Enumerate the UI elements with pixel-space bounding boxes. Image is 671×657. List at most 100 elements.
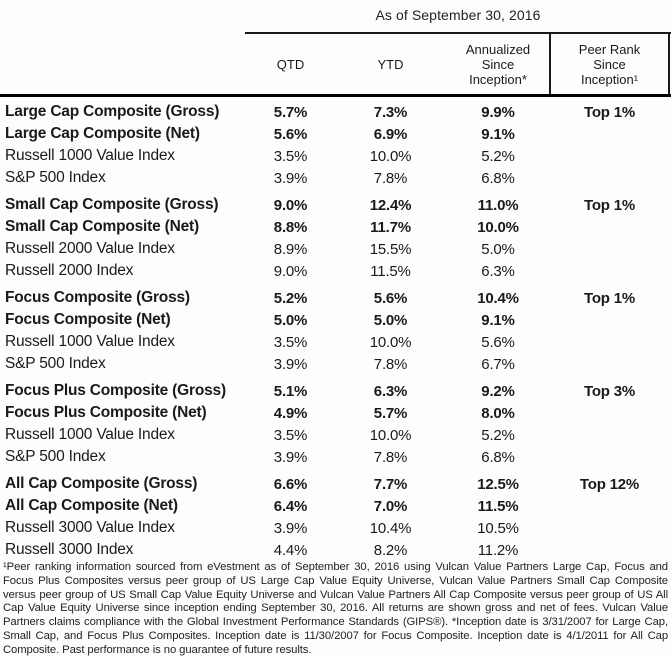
table-row: Small Cap Composite (Gross) 9.0% 12.4% 11.0… (0, 194, 671, 216)
ytd-value: 7.8% (373, 355, 408, 373)
row-label: Russell 1000 Value Index (5, 147, 175, 164)
column-header-ytd: YTD (377, 57, 404, 72)
header-bottom-rule (0, 94, 671, 97)
since-inception-value: 6.8% (481, 448, 515, 466)
table-body: Large Cap Composite (Gross) 5.7% 7.3% 9.9% T… (0, 101, 671, 566)
since-inception-value: 10.0% (477, 218, 519, 236)
since-inception-value: 11.2% (477, 541, 519, 559)
qtd-value: 3.5% (273, 147, 308, 165)
qtd-value: 9.0% (273, 262, 308, 280)
composite-group: Large Cap Composite (Gross) 5.7% 7.3% 9.9% T… (0, 101, 671, 189)
since-inception-value: 6.3% (481, 262, 515, 280)
table-right-edge-rule (668, 33, 670, 95)
table-row: Small Cap Composite (Net) 8.8% 11.7% 10.0% (0, 216, 671, 238)
composite-group: Small Cap Composite (Gross) 9.0% 12.4% 11.0… (0, 194, 671, 282)
column-header-qtd: QTD (276, 57, 305, 72)
table-row: Large Cap Composite (Gross) 5.7% 7.3% 9.9% T… (0, 101, 671, 123)
since-inception-value: 9.9% (481, 103, 515, 121)
ytd-value: 15.5% (369, 240, 412, 258)
row-label: Small Cap Composite (Gross) (5, 196, 219, 213)
since-inception-value: 8.0% (481, 404, 515, 422)
table-row: Focus Composite (Net) 5.0% 5.0% 9.1% (0, 309, 671, 331)
qtd-value: 3.9% (273, 519, 308, 537)
row-label: Russell 2000 Value Index (5, 240, 175, 257)
ytd-value: 7.8% (373, 448, 408, 466)
since-inception-value: 5.2% (481, 147, 515, 165)
since-inception-value: 9.1% (481, 125, 515, 143)
row-label: Russell 1000 Value Index (5, 426, 175, 443)
qtd-value: 6.4% (273, 497, 308, 515)
peer-rank-value: Top 12% (579, 475, 640, 493)
ytd-value: 10.0% (369, 333, 412, 351)
composite-group: All Cap Composite (Gross) 6.6% 7.7% 12.5% To… (0, 473, 671, 561)
qtd-value: 3.5% (273, 426, 308, 444)
qtd-value: 8.9% (273, 240, 308, 258)
row-label: Russell 1000 Value Index (5, 333, 175, 350)
qtd-value: 4.9% (273, 404, 308, 422)
row-label: Russell 3000 Index (5, 541, 134, 558)
since-inception-value: 6.8% (481, 169, 515, 187)
row-label: Focus Plus Composite (Net) (5, 404, 207, 421)
since-inception-value: 10.4% (477, 289, 519, 307)
table-row: S&P 500 Index 3.9% 7.8% 6.7% (0, 353, 671, 375)
peer-rank-value: Top 1% (583, 196, 636, 214)
row-label: Focus Composite (Gross) (5, 289, 190, 306)
ytd-value: 10.0% (369, 147, 412, 165)
column-header-since-inception: Annualized Since Inception* (465, 42, 531, 87)
row-label: Focus Composite (Net) (5, 311, 171, 328)
peer-rank-value: Top 1% (583, 289, 636, 307)
header-top-rule (245, 32, 671, 34)
ytd-value: 10.0% (369, 426, 412, 444)
row-label: S&P 500 Index (5, 448, 106, 465)
since-inception-value: 11.5% (477, 497, 519, 515)
ytd-value: 5.0% (373, 311, 408, 329)
row-label: S&P 500 Index (5, 169, 106, 186)
table-row: Russell 1000 Value Index 3.5% 10.0% 5.2% (0, 424, 671, 446)
since-inception-value: 11.0% (477, 196, 519, 214)
ytd-value: 5.6% (373, 289, 408, 307)
row-label: Russell 3000 Value Index (5, 519, 175, 536)
table-row: All Cap Composite (Gross) 6.6% 7.7% 12.5% To… (0, 473, 671, 495)
ytd-value: 12.4% (369, 196, 412, 214)
footnote-text: ¹Peer ranking information sourced from e… (3, 561, 668, 656)
table-row: Focus Plus Composite (Gross) 5.1% 6.3% 9.2%… (0, 380, 671, 402)
row-label: Focus Plus Composite (Gross) (5, 382, 226, 399)
ytd-value: 7.7% (373, 475, 408, 493)
table-row: Russell 2000 Index 9.0% 11.5% 6.3% (0, 260, 671, 282)
qtd-value: 8.8% (273, 218, 308, 236)
qtd-value: 5.6% (273, 125, 308, 143)
table-row: Russell 3000 Index 4.4% 8.2% 11.2% (0, 539, 671, 561)
row-label: All Cap Composite (Net) (5, 497, 178, 514)
table-row: Russell 3000 Value Index 3.9% 10.4% 10.5% (0, 517, 671, 539)
ytd-value: 7.3% (373, 103, 408, 121)
column-header-peer-rank: Peer Rank Since Inception¹ (578, 42, 641, 87)
ytd-value: 7.0% (373, 497, 408, 515)
qtd-value: 5.1% (273, 382, 308, 400)
table-row: All Cap Composite (Net) 6.4% 7.0% 11.5% (0, 495, 671, 517)
table-row: Focus Composite (Gross) 5.2% 5.6% 10.4% Top … (0, 287, 671, 309)
row-label: Small Cap Composite (Net) (5, 218, 199, 235)
peer-rank-column-divider (549, 33, 551, 95)
ytd-value: 11.7% (370, 218, 411, 236)
qtd-value: 5.0% (273, 311, 308, 329)
since-inception-value: 9.1% (481, 311, 515, 329)
qtd-value: 3.9% (273, 448, 308, 466)
table-row: Russell 1000 Value Index 3.5% 10.0% 5.2% (0, 145, 671, 167)
table-row: Russell 2000 Value Index 8.9% 15.5% 5.0% (0, 238, 671, 260)
qtd-value: 9.0% (273, 196, 308, 214)
peer-rank-value: Top 3% (583, 382, 636, 400)
since-inception-value: 5.0% (481, 240, 515, 258)
table-header-row: QTD YTD Annualized Since Inception* Peer… (0, 36, 671, 93)
qtd-value: 3.9% (273, 355, 308, 373)
ytd-value: 10.4% (369, 519, 412, 537)
since-inception-value: 12.5% (477, 475, 519, 493)
qtd-value: 5.7% (273, 103, 308, 121)
since-inception-value: 5.6% (481, 333, 515, 351)
composite-group: Focus Plus Composite (Gross) 5.1% 6.3% 9.2%… (0, 380, 671, 468)
ytd-value: 11.5% (370, 262, 411, 280)
peer-rank-value: Top 1% (583, 103, 636, 121)
since-inception-value: 10.5% (477, 519, 519, 537)
ytd-value: 8.2% (373, 541, 408, 559)
report-period-title: As of September 30, 2016 (375, 7, 541, 23)
